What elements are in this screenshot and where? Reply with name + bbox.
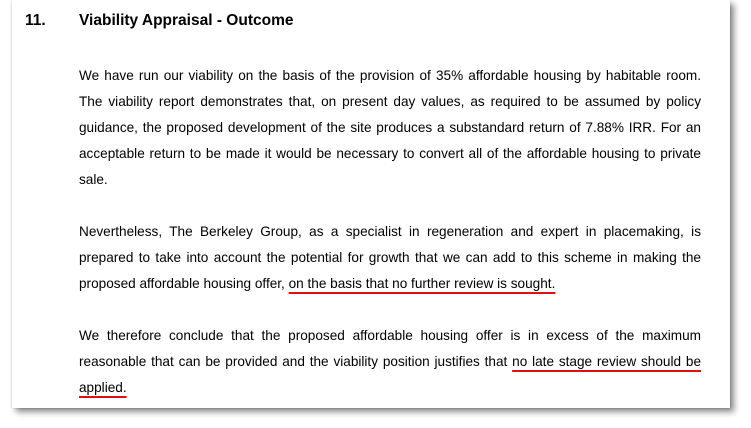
red-underline-annotation: on the basis that no further review is s…	[288, 276, 556, 291]
paragraph-text: Nevertheless, The Berkeley Group, as a s…	[79, 224, 701, 291]
red-underline-annotation: no late stage review should be applied.	[79, 354, 702, 395]
paragraph-viability-basis: We have run our viability on the basis o…	[79, 63, 701, 193]
paragraph-conclusion: We therefore conclude that the proposed …	[79, 323, 701, 401]
paragraph-berkeley-offer: Nevertheless, The Berkeley Group, as a s…	[79, 219, 701, 297]
paragraph-text: We have run our viability on the basis o…	[79, 68, 701, 187]
section-title: Viability Appraisal - Outcome	[79, 12, 294, 29]
section-number: 11.	[25, 12, 46, 29]
paragraph-text: We therefore conclude that the proposed …	[79, 328, 701, 369]
document-page: 11. Viability Appraisal - Outcome We hav…	[12, 0, 730, 408]
section-body: We have run our viability on the basis o…	[79, 63, 701, 401]
